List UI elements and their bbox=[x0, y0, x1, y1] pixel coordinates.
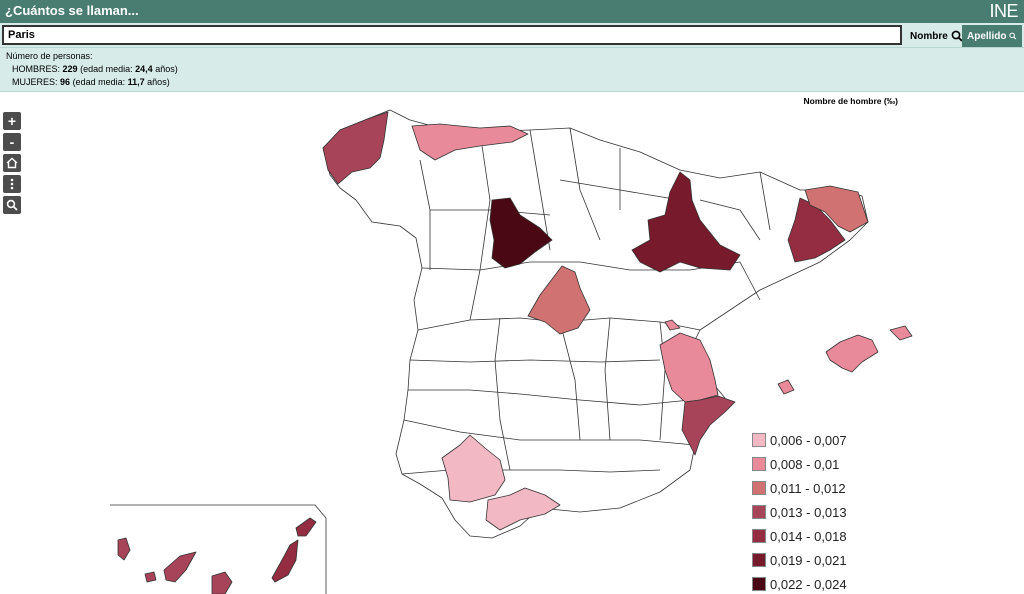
legend-label: 0,008 - 0,01 bbox=[770, 456, 840, 472]
province-a-coruna[interactable] bbox=[322, 111, 389, 185]
legend-label: 0,006 - 0,007 bbox=[770, 432, 847, 448]
women-label: MUJERES: bbox=[12, 77, 58, 87]
vertical-dots-icon bbox=[10, 178, 14, 190]
province-valladolid[interactable] bbox=[489, 197, 553, 269]
men-stats: HOMBRES: 229 (edad media: 24,4 años) bbox=[6, 63, 1018, 76]
zoom-out-button[interactable]: - bbox=[3, 133, 21, 151]
men-label: HOMBRES: bbox=[12, 64, 61, 74]
province-baleares-ibiza[interactable] bbox=[777, 379, 795, 395]
men-age-prefix: (edad media: bbox=[80, 64, 133, 74]
legend-label: 0,022 - 0,024 bbox=[770, 576, 847, 592]
logo-text: INE bbox=[989, 1, 1018, 21]
zoom-in-button[interactable]: + bbox=[3, 112, 21, 130]
search-icon bbox=[951, 30, 963, 42]
men-age-suffix: años) bbox=[155, 64, 178, 74]
canary-hierro[interactable] bbox=[144, 571, 157, 583]
women-age: 11,7 bbox=[127, 77, 145, 87]
canary-la-palma[interactable] bbox=[117, 537, 131, 561]
map-title: Nombre de hombre (‰) bbox=[803, 96, 898, 106]
canary-inset-border bbox=[110, 504, 327, 594]
apellido-button-label: Apellido bbox=[967, 30, 1007, 42]
legend-item: 0,013 - 0,013 bbox=[752, 500, 847, 524]
canary-la-gomera[interactable] bbox=[163, 551, 197, 583]
legend-item: 0,014 - 0,018 bbox=[752, 524, 847, 548]
home-button[interactable] bbox=[3, 154, 21, 172]
app-title: ¿Cuántos se llaman... bbox=[5, 3, 139, 18]
canary-gran-canaria[interactable] bbox=[211, 571, 233, 594]
name-search-input[interactable] bbox=[2, 25, 902, 45]
legend-label: 0,014 - 0,018 bbox=[770, 528, 847, 544]
legend-swatch bbox=[752, 553, 766, 567]
apellido-search-button[interactable]: Apellido bbox=[962, 25, 1022, 47]
province-asturias[interactable] bbox=[411, 123, 529, 161]
province-barcelona[interactable] bbox=[787, 197, 846, 263]
province-zaragoza[interactable] bbox=[631, 171, 741, 273]
province-castellon-fragment[interactable] bbox=[664, 319, 681, 331]
legend-swatch bbox=[752, 433, 766, 447]
stats-heading: Número de personas: bbox=[6, 51, 93, 61]
men-age: 24,4 bbox=[135, 64, 153, 74]
stats-panel: Número de personas: HOMBRES: 229 (edad m… bbox=[0, 48, 1024, 92]
province-baleares-menorca[interactable] bbox=[889, 325, 913, 341]
legend-swatch bbox=[752, 505, 766, 519]
search-row: Nombre Apellido bbox=[0, 23, 1024, 48]
legend-swatch bbox=[752, 577, 766, 591]
nombre-button-label: Nombre bbox=[910, 30, 948, 42]
legend-label: 0,019 - 0,021 bbox=[770, 552, 847, 568]
legend-item: 0,006 - 0,007 bbox=[752, 428, 847, 452]
top-bar: ¿Cuántos se llaman... INE bbox=[0, 0, 1024, 23]
province-valencia[interactable] bbox=[659, 332, 719, 403]
search-icon bbox=[6, 199, 18, 211]
map-search-button[interactable] bbox=[3, 196, 21, 214]
women-stats: MUJERES: 96 (edad media: 11,7 años) bbox=[6, 76, 1018, 89]
men-count: 229 bbox=[62, 64, 78, 74]
legend-swatch bbox=[752, 529, 766, 543]
legend-item: 0,019 - 0,021 bbox=[752, 548, 847, 572]
women-age-suffix: años) bbox=[147, 77, 170, 87]
legend-item: 0,011 - 0,012 bbox=[752, 476, 847, 500]
home-icon bbox=[6, 157, 18, 169]
legend-label: 0,013 - 0,013 bbox=[770, 504, 847, 520]
canary-fuerteventura[interactable] bbox=[271, 539, 299, 583]
province-sevilla[interactable] bbox=[441, 434, 506, 503]
province-madrid[interactable] bbox=[527, 265, 591, 335]
province-alicante[interactable] bbox=[681, 395, 736, 456]
women-count: 96 bbox=[60, 77, 71, 87]
province-malaga[interactable] bbox=[485, 487, 561, 531]
ine-logo[interactable]: INE bbox=[989, 1, 1018, 22]
legend-swatch bbox=[752, 457, 766, 471]
province-baleares-mallorca[interactable] bbox=[825, 334, 879, 373]
legend-swatch bbox=[752, 481, 766, 495]
legend-label: 0,011 - 0,012 bbox=[770, 480, 846, 496]
more-options-button[interactable] bbox=[3, 175, 21, 193]
province-girona[interactable] bbox=[804, 185, 869, 233]
legend-item: 0,008 - 0,01 bbox=[752, 452, 847, 476]
map-legend: 0,006 - 0,007 0,008 - 0,01 0,011 - 0,012 0,… bbox=[752, 428, 847, 594]
canary-lanzarote[interactable] bbox=[295, 517, 317, 537]
legend-item: 0,022 - 0,024 bbox=[752, 572, 847, 594]
nombre-search-button[interactable]: Nombre bbox=[905, 25, 968, 47]
women-age-prefix: (edad media: bbox=[72, 77, 126, 87]
search-icon bbox=[1009, 32, 1017, 40]
